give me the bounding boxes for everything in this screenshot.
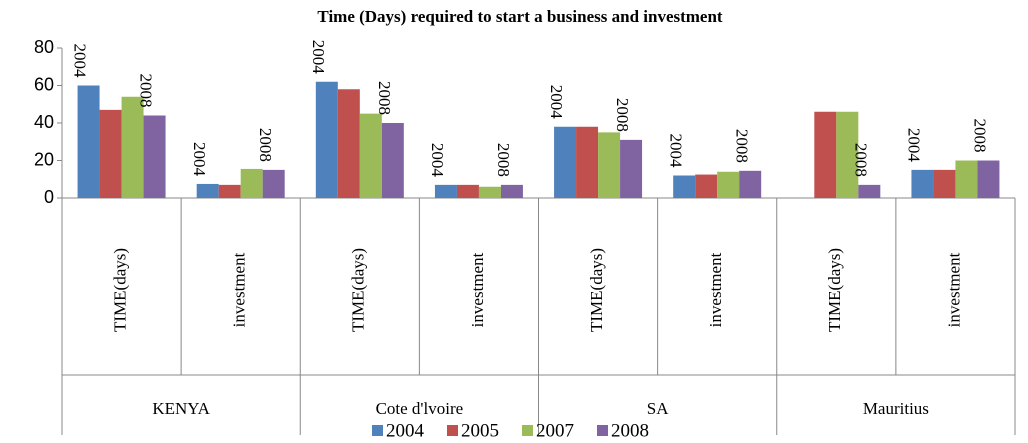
y-tick-label: 40 [34, 112, 54, 132]
group-label: Mauritius [863, 399, 929, 418]
data-label: 2008 [732, 129, 751, 163]
y-tick-label: 60 [34, 74, 54, 94]
x-tick-label: investment [468, 252, 487, 327]
bar [337, 89, 360, 198]
group-label: KENYA [152, 399, 210, 418]
bar [620, 139, 643, 198]
bar [121, 96, 144, 198]
bar [911, 169, 934, 198]
bar [673, 175, 696, 198]
bar [381, 123, 404, 198]
bar [858, 184, 881, 198]
data-label: 2004 [547, 85, 566, 120]
bar [240, 168, 263, 198]
data-label: 2004 [428, 143, 447, 178]
y-tick-label: 80 [34, 37, 54, 57]
group-label: Cote d'lvoire [376, 399, 464, 418]
chart-title: Time (Days) required to start a business… [317, 7, 723, 26]
legend-label: 2005 [461, 420, 499, 441]
bar [99, 109, 122, 198]
x-tick-label: TIME(days) [110, 248, 129, 332]
bar [315, 81, 338, 198]
data-label: 2004 [190, 142, 209, 177]
bar [456, 184, 479, 198]
bar [218, 184, 241, 198]
data-label: 2004 [71, 44, 90, 79]
bar [554, 126, 577, 198]
bar [739, 170, 762, 198]
bar [262, 169, 285, 198]
bar [196, 183, 219, 198]
legend-label: 2007 [536, 420, 574, 441]
bar [598, 132, 621, 198]
bar [977, 160, 1000, 198]
bar [836, 111, 859, 198]
x-tick-label: investment [230, 252, 249, 327]
x-tick-label: TIME(days) [825, 248, 844, 332]
data-label: 2004 [666, 134, 685, 169]
legend-swatch [597, 425, 608, 436]
bar [576, 126, 599, 198]
data-label: 2008 [613, 98, 632, 132]
group-label: SA [647, 399, 669, 418]
data-label: 2008 [375, 81, 394, 115]
x-tick-label: TIME(days) [349, 248, 368, 332]
y-tick-label: 0 [44, 187, 54, 207]
bar [500, 184, 523, 198]
bar [434, 184, 457, 198]
legend-label: 2004 [386, 420, 425, 441]
bar [717, 171, 740, 198]
legend-swatch [372, 425, 383, 436]
bar [143, 115, 166, 198]
legend-label: 2008 [611, 420, 649, 441]
data-label: 2008 [851, 143, 870, 177]
data-label: 2008 [137, 74, 156, 108]
x-tick-label: TIME(days) [587, 248, 606, 332]
x-tick-label: investment [944, 252, 963, 327]
legend-swatch [522, 425, 533, 436]
bar [359, 113, 382, 198]
bar [933, 169, 956, 198]
data-label: 2008 [971, 119, 990, 153]
data-label: 2004 [309, 40, 328, 75]
bar [955, 160, 978, 198]
bar [77, 85, 100, 198]
legend-swatch [447, 425, 458, 436]
x-tick-label: investment [706, 252, 725, 327]
data-label: 2008 [256, 128, 275, 162]
bar [478, 186, 501, 198]
y-tick-label: 20 [34, 149, 54, 169]
bar [814, 111, 837, 198]
data-label: 2004 [905, 128, 924, 163]
data-label: 2008 [494, 143, 513, 177]
bar [695, 174, 718, 198]
